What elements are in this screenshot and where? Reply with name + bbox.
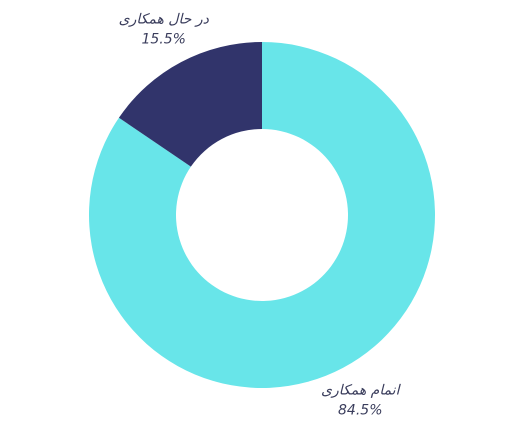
pie-slice xyxy=(88,42,436,388)
pie-slice xyxy=(118,41,262,167)
slice-label: در حال همکاری xyxy=(119,11,210,27)
slice-value-label: 84.5% xyxy=(338,403,382,419)
slice-label: انمام همکاری xyxy=(321,383,402,399)
slice-value-label: 15.5% xyxy=(141,31,185,47)
